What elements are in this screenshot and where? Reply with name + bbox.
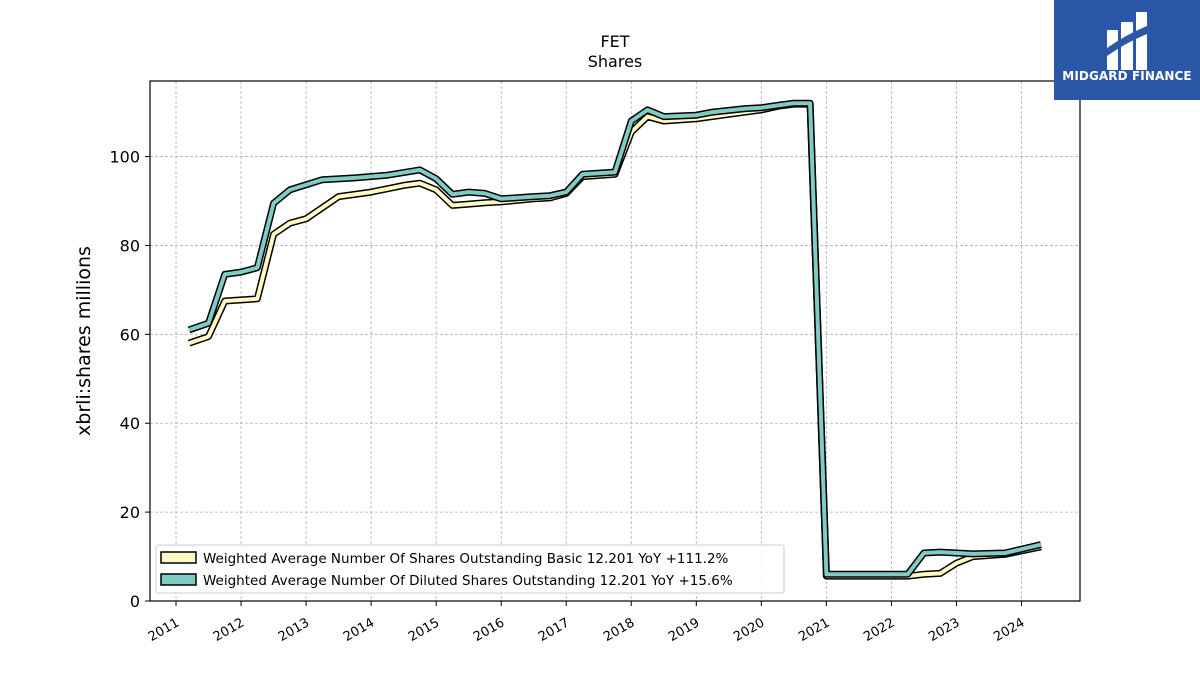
x-tick-label: 2014 (341, 615, 377, 645)
x-tick-label: 2015 (406, 615, 442, 645)
x-tick-label: 2012 (211, 615, 247, 645)
legend-label-diluted: Weighted Average Number Of Diluted Share… (203, 573, 733, 589)
x-tick-label: 2018 (601, 615, 637, 645)
x-tick-label: 2022 (861, 615, 897, 645)
x-tick-label: 2011 (146, 615, 182, 645)
y-axis-label: xbrli:shares millions (73, 246, 95, 436)
series-line-1 (188, 101, 1042, 577)
x-tick-label: 2021 (796, 615, 832, 645)
chart-title: FET (600, 32, 629, 51)
logo-mark-icon (1107, 12, 1147, 70)
plot-area-frame (149, 80, 1081, 602)
y-tick-label: 20 (120, 503, 140, 522)
y-tick-label: 100 (109, 148, 140, 167)
legend: Weighted Average Number Of Shares Outsta… (155, 544, 785, 594)
y-tick-label: 40 (120, 414, 140, 433)
legend-box (155, 544, 785, 594)
x-tick-label: 2020 (731, 615, 767, 645)
x-tick-label: 2023 (926, 615, 962, 645)
x-tick-label: 2016 (471, 615, 507, 645)
legend-swatch-basic (160, 551, 197, 564)
y-axis: 0 20 40 60 80 100 (109, 148, 150, 611)
logo-text: MIDGARD FINANCE (1062, 69, 1192, 83)
y-tick-label: 60 (120, 325, 140, 344)
legend-label-basic: Weighted Average Number Of Shares Outsta… (203, 551, 729, 567)
x-tick-label: 2024 (991, 615, 1027, 645)
grid (150, 81, 1080, 602)
legend-swatch-diluted (160, 573, 197, 586)
series-layer (187, 99, 1042, 580)
x-tick-label: 2019 (666, 615, 702, 645)
chart-subtitle: Shares (588, 52, 643, 71)
y-tick-label: 80 (120, 236, 140, 255)
x-tick-label: 2013 (276, 615, 312, 645)
x-axis: 2011 2012 2013 2014 2015 2016 2017 2018 2019 2020… (146, 601, 1027, 645)
y-tick-label: 0 (130, 592, 140, 611)
x-tick-label: 2017 (536, 615, 572, 645)
midgard-finance-logo: MIDGARD FINANCE (1054, 0, 1200, 100)
